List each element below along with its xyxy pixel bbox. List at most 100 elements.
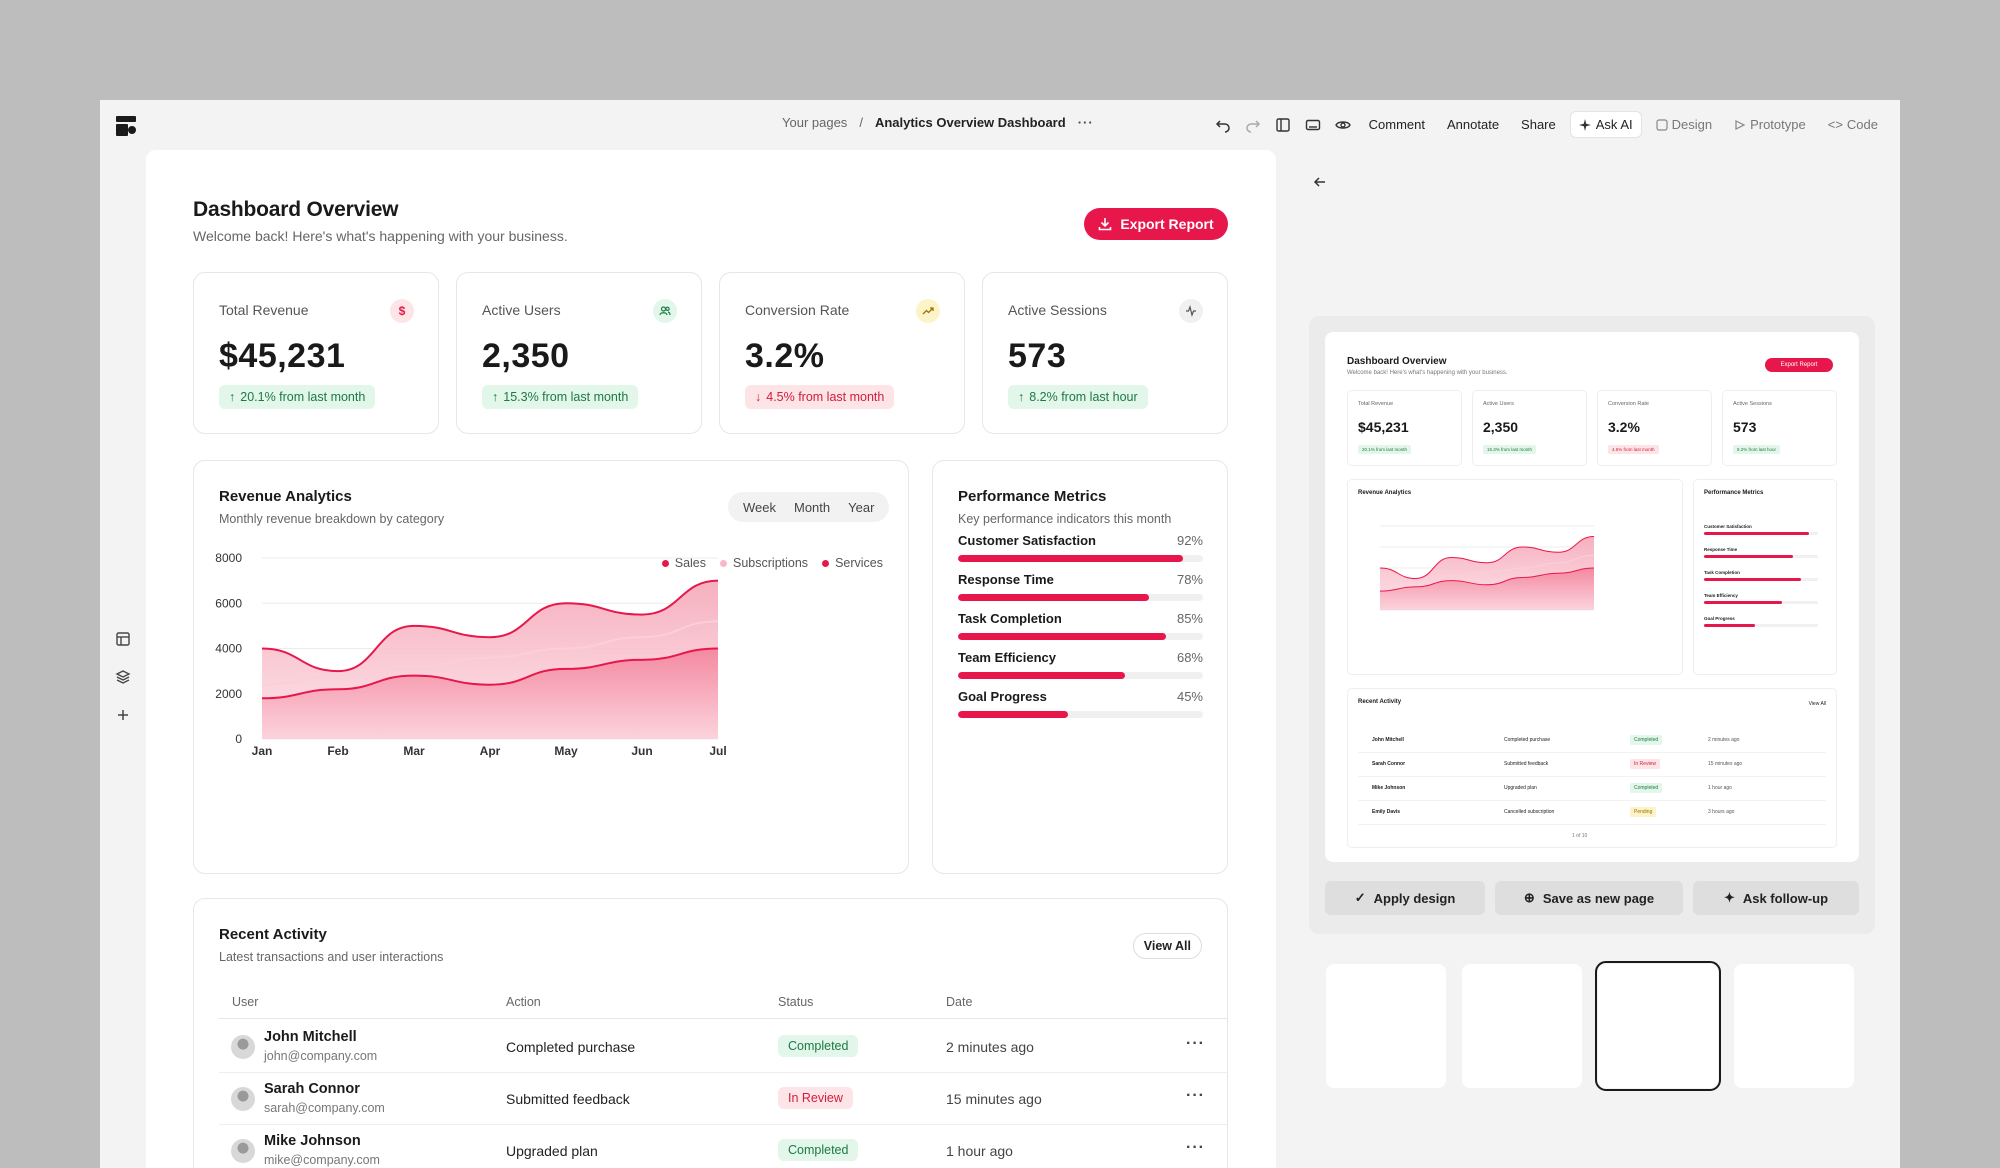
activity-action: Completed purchase [506,1039,636,1055]
annotate-button[interactable]: Annotate [1447,117,1500,132]
activity-date: 2 minutes ago [946,1039,1034,1055]
performance-metrics-card: Performance Metrics Key performance indi… [932,460,1228,874]
row-more-icon[interactable]: ··· [1186,1035,1205,1052]
add-icon[interactable] [114,706,132,724]
y-tick-label: 2000 [215,687,242,701]
period-month[interactable]: Month [794,499,831,515]
series-line-subscriptions [1379,554,1595,586]
user-email: john@company.com [264,1049,378,1063]
legend-item-subscriptions[interactable]: Subscriptions [720,556,808,570]
breadcrumb-current[interactable]: Analytics Overview Dashboard [874,115,1066,130]
breadcrumb-separator: / [859,115,863,130]
table-row[interactable]: Mike Johnson mike@company.com Upgraded pla… [219,1125,1227,1168]
activity-action: Upgraded plan [506,1143,598,1159]
apply-design-button[interactable]: ✓ Apply design [1325,881,1485,915]
sparkle-icon: ✦ [1723,890,1735,905]
metric-value: 92% [1176,533,1203,548]
check-icon: ✓ [1354,890,1366,905]
period-toggle: Week Month Year [728,492,890,522]
recent-activity-card: Recent Activity Latest transactions and … [193,898,1228,1168]
preview-kpi-card: Active Sessions 573 8.2% from last hour [1722,390,1837,466]
arrow-up-icon: ↑ [492,390,499,404]
user-name: John Mitchell [264,1029,357,1045]
preview-dashboard[interactable]: Dashboard Overview Welcome back! Here's … [1325,332,1859,862]
period-week[interactable]: Week [743,499,776,515]
y-tick-label: 8000 [215,551,242,565]
preview-table-row: Sarah Connor Submitted feedback In Review 1… [1358,753,1826,777]
kpi-value: 2,350 [482,337,570,375]
series-line-services [261,647,719,700]
variant-thumbnail[interactable] [1462,964,1582,1088]
avatar [231,1087,255,1111]
preview-kpi-change: 4.5% from last month [1608,445,1659,454]
kpi-label: Active Users [482,302,561,318]
code-button[interactable]: <> Code [1827,117,1878,132]
metric-progress-fill [958,594,1150,601]
keyboard-icon[interactable] [1301,112,1325,138]
legend-item-sales[interactable]: Sales [661,556,706,570]
eye-icon[interactable] [1331,112,1355,138]
chart-legend: Sales Subscriptions Services [661,556,883,570]
export-report-button[interactable]: Export Report [1084,208,1228,240]
pages-icon[interactable] [114,630,132,648]
redo-icon[interactable] [1241,112,1265,138]
variant-thumbnail[interactable] [1326,964,1446,1088]
preview-metric-track [1704,601,1818,604]
page-title: Dashboard Overview [193,198,399,221]
metric-progress-track [958,633,1203,640]
metric-value: 45% [1176,689,1203,704]
card-title: Performance Metrics [958,488,1107,505]
metric-progress-fill [958,633,1167,640]
kpi-card-total-revenue: Total Revenue $ $45,231 ↑ 20.1% from last… [193,272,439,434]
row-more-icon[interactable]: ··· [1186,1139,1205,1156]
preview-metric-fill [1704,532,1809,535]
metric-progress-fill [958,672,1125,679]
x-tick-label: Jan [252,744,273,758]
layers-icon[interactable] [114,668,132,686]
series-line-services [1379,567,1595,592]
undo-icon[interactable] [1211,112,1235,138]
preview-kpi-card: Total Revenue $45,231 20.1% from last mont… [1347,390,1462,466]
row-more-icon[interactable]: ··· [1186,1087,1205,1104]
design-button[interactable]: Design [1648,112,1720,137]
x-tick-label: Jul [709,744,726,758]
design-preview-panel: Dashboard Overview Welcome back! Here's … [1309,316,1875,934]
design-icon [1656,118,1668,131]
column-header-action: Action [506,995,541,1009]
x-tick-label: May [554,744,578,758]
metric-progress-track [958,555,1203,562]
comment-button[interactable]: Comment [1368,117,1425,132]
view-all-button[interactable]: View All [1132,933,1202,959]
metric-progress-fill [958,711,1069,718]
breadcrumb-root[interactable]: Your pages [782,115,848,130]
status-badge: In Review [778,1087,853,1109]
table-row[interactable]: John Mitchell john@company.com Completed p… [219,1021,1227,1073]
app-logo-icon[interactable] [115,115,137,137]
preview-metric: Task Completion [1704,570,1818,581]
preview-metrics-title: Performance Metrics [1704,490,1764,496]
metric-progress-track [958,711,1203,718]
dashboard-canvas: Dashboard Overview Welcome back! Here's … [146,150,1276,1168]
kpi-card-active-sessions: Active Sessions 573 ↑ 8.2% from last hour [982,272,1228,434]
layout-icon[interactable] [1271,112,1295,138]
prototype-button[interactable]: Prototype [1726,112,1814,137]
preview-subtitle: Welcome back! Here's what's happening wi… [1347,370,1508,376]
table-row[interactable]: Sarah Connor sarah@company.com Submitted f… [219,1073,1227,1125]
variant-thumbnail[interactable] [1734,964,1854,1088]
ask-follow-up-button[interactable]: ✦ Ask follow-up [1693,881,1859,915]
variant-thumbnail-selected[interactable] [1595,961,1721,1091]
back-arrow-icon[interactable] [1312,174,1332,194]
preview-table-row: John Mitchell Completed purchase Completed… [1358,729,1826,753]
more-options-icon[interactable]: ··· [1077,115,1094,130]
save-as-new-page-button[interactable]: ⊕ Save as new page [1495,881,1683,915]
kpi-value: 3.2% [745,337,825,375]
legend-item-services[interactable]: Services [822,556,883,570]
preview-activity-card: Recent Activity View All John Mitchell Co… [1347,688,1837,848]
preview-metric-fill [1704,555,1793,558]
status-badge: Completed [778,1139,859,1161]
share-button[interactable]: Share [1521,117,1556,132]
metric-name: Response Time [958,572,1054,587]
ask-ai-button[interactable]: Ask AI [1569,111,1642,138]
plus-circle-icon: ⊕ [1523,890,1535,905]
period-year[interactable]: Year [848,499,875,515]
